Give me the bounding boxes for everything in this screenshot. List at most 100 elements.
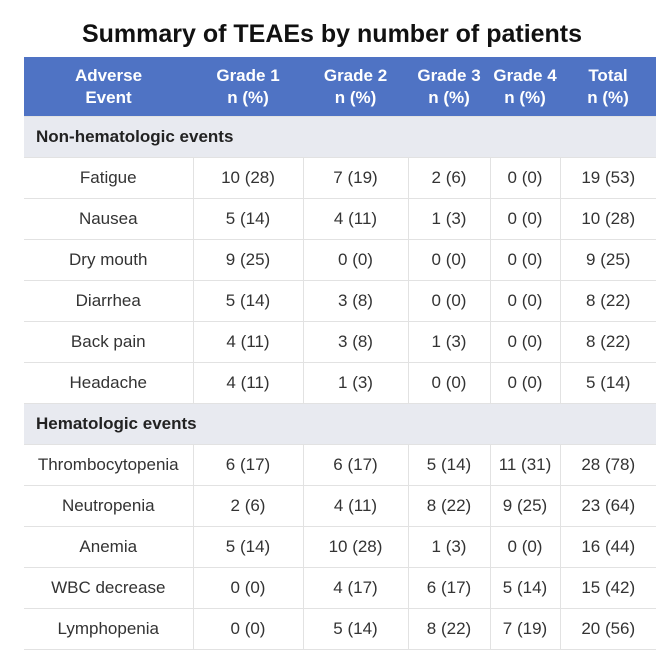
- count-cell: 0 (0): [489, 198, 561, 240]
- header-text: Grade 4: [493, 65, 557, 85]
- header-text: Adverse: [74, 65, 143, 85]
- count-cell: 5 (14): [192, 526, 304, 568]
- count-cell: 16 (44): [559, 526, 656, 568]
- event-name: Lymphopenia: [24, 608, 194, 650]
- event-name: Fatigue: [24, 157, 194, 199]
- data-row: Nausea 5 (14) 4 (11) 1 (3) 0 (0) 10 (28): [24, 198, 656, 240]
- count-cell: 9 (25): [489, 485, 561, 527]
- data-row: Lymphopenia 0 (0) 5 (14) 8 (22) 7 (19) 20 (56…: [24, 608, 656, 650]
- header-text: Grade 3: [417, 65, 481, 85]
- header-text: Grade 2: [323, 65, 388, 85]
- count-cell: 6 (17): [302, 444, 409, 486]
- count-cell: 4 (17): [302, 567, 409, 609]
- count-cell: 4 (11): [302, 198, 409, 240]
- count-cell: 0 (0): [407, 239, 491, 281]
- data-row: Back pain 4 (11) 3 (8) 1 (3) 0 (0) 8 (22): [24, 321, 656, 363]
- count-cell: 0 (0): [302, 239, 409, 281]
- count-cell: 15 (42): [559, 567, 656, 609]
- count-cell: 5 (14): [192, 280, 304, 322]
- count-cell: 0 (0): [489, 362, 561, 404]
- data-row: WBC decrease 0 (0) 4 (17) 6 (17) 5 (14) 15 (4…: [24, 567, 656, 609]
- event-name: Neutropenia: [24, 485, 194, 527]
- header-text: n (%): [227, 87, 269, 107]
- event-name: Dry mouth: [24, 239, 194, 281]
- count-cell: 4 (11): [302, 485, 409, 527]
- count-cell: 2 (6): [407, 157, 491, 199]
- data-row: Diarrhea 5 (14) 3 (8) 0 (0) 0 (0) 8 (22): [24, 280, 656, 322]
- count-cell: 1 (3): [407, 321, 491, 363]
- count-cell: 19 (53): [559, 157, 656, 199]
- count-cell: 0 (0): [489, 280, 561, 322]
- count-cell: 28 (78): [559, 444, 656, 486]
- section-label: Non-hematologic events: [24, 116, 656, 158]
- count-cell: 1 (3): [407, 198, 491, 240]
- count-cell: 3 (8): [302, 321, 409, 363]
- count-cell: 6 (17): [407, 567, 491, 609]
- section-label: Hematologic events: [24, 403, 656, 445]
- count-cell: 0 (0): [489, 321, 561, 363]
- data-row: Neutropenia 2 (6) 4 (11) 8 (22) 9 (25) 23 (64…: [24, 485, 656, 527]
- header-text: n (%): [504, 87, 546, 107]
- header-text: Event: [85, 87, 132, 107]
- count-cell: 23 (64): [559, 485, 656, 527]
- section-row: Non-hematologic events: [24, 116, 656, 158]
- count-cell: 8 (22): [559, 280, 656, 322]
- count-cell: 10 (28): [302, 526, 409, 568]
- count-cell: 0 (0): [192, 608, 304, 650]
- count-cell: 0 (0): [489, 526, 561, 568]
- section-row: Hematologic events: [24, 403, 656, 445]
- data-row: Fatigue 10 (28) 7 (19) 2 (6) 0 (0) 19 (53): [24, 157, 656, 199]
- count-cell: 4 (11): [192, 362, 304, 404]
- count-cell: 8 (22): [407, 485, 491, 527]
- count-cell: 5 (14): [302, 608, 409, 650]
- title: Summary of TEAEs by number of patients: [81, 20, 583, 48]
- event-name: Anemia: [24, 526, 194, 568]
- header-text: Total: [588, 65, 628, 85]
- count-cell: 1 (3): [407, 526, 491, 568]
- count-cell: 20 (56): [559, 608, 656, 650]
- count-cell: 1 (3): [302, 362, 409, 404]
- count-cell: 0 (0): [407, 362, 491, 404]
- event-name: Diarrhea: [24, 280, 194, 322]
- data-row: Dry mouth 9 (25) 0 (0) 0 (0) 0 (0) 9 (25): [24, 239, 656, 281]
- event-name: Headache: [24, 362, 194, 404]
- count-cell: 0 (0): [407, 280, 491, 322]
- event-name: Nausea: [24, 198, 194, 240]
- count-cell: 5 (14): [192, 198, 304, 240]
- table-body: Non-hematologic events Fatigue 10 (28) 7 (1…: [24, 116, 656, 650]
- data-row: Thrombocytopenia 6 (17) 6 (17) 5 (14) 11 (31…: [24, 444, 656, 486]
- count-cell: 8 (22): [559, 321, 656, 363]
- count-cell: 5 (14): [559, 362, 656, 404]
- count-cell: 10 (28): [192, 157, 304, 199]
- header-cell: Adverse Event: [24, 57, 193, 117]
- count-cell: 0 (0): [192, 567, 304, 609]
- header-text: n (%): [587, 87, 629, 107]
- count-cell: 10 (28): [559, 198, 656, 240]
- count-cell: 9 (25): [559, 239, 656, 281]
- count-cell: 3 (8): [302, 280, 409, 322]
- count-cell: 7 (19): [302, 157, 409, 199]
- header-text: n (%): [428, 87, 470, 107]
- count-cell: 2 (6): [192, 485, 304, 527]
- count-cell: 11 (31): [489, 444, 561, 486]
- count-cell: 9 (25): [192, 239, 304, 281]
- header-text: n (%): [334, 87, 377, 107]
- count-cell: 0 (0): [489, 157, 561, 199]
- event-name: Thrombocytopenia: [24, 444, 194, 486]
- count-cell: 5 (14): [407, 444, 491, 486]
- count-cell: 0 (0): [489, 239, 561, 281]
- header-text: Grade 1: [216, 65, 280, 85]
- data-row: Anemia 5 (14) 10 (28) 1 (3) 0 (0) 16 (44): [24, 526, 656, 568]
- count-cell: 8 (22): [407, 608, 491, 650]
- data-row: Headache 4 (11) 1 (3) 0 (0) 0 (0) 5 (14): [24, 362, 656, 404]
- count-cell: 7 (19): [489, 608, 561, 650]
- header-cell: Total n (%): [560, 57, 656, 117]
- event-name: WBC decrease: [24, 567, 194, 609]
